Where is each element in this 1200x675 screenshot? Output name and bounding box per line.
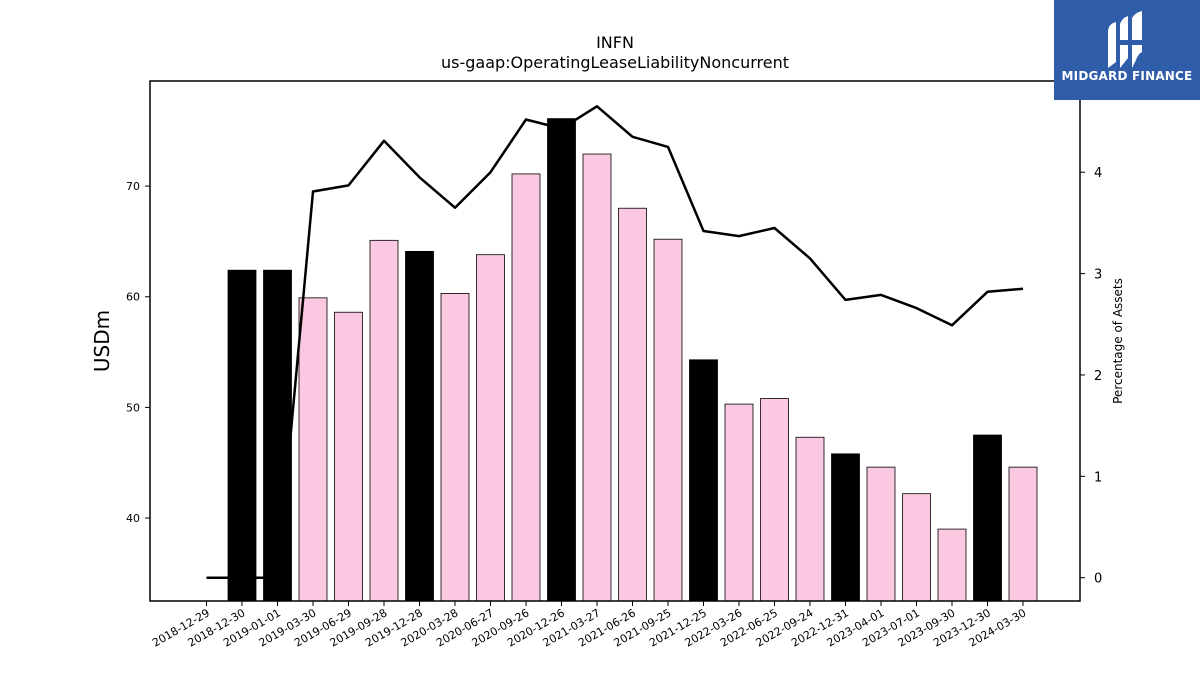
bar xyxy=(405,250,434,602)
bar xyxy=(653,238,683,602)
bar xyxy=(902,493,931,602)
y-tick-label: 70 xyxy=(126,180,140,193)
y-axis-left: 40 50 60 70 xyxy=(126,180,150,525)
bar xyxy=(334,311,363,602)
bar xyxy=(547,118,576,602)
bar xyxy=(227,269,257,602)
y2-tick-label: 2 xyxy=(1094,369,1102,384)
bars-group xyxy=(227,118,1038,602)
y2-tick-label: 4 xyxy=(1094,166,1102,181)
line-group xyxy=(206,105,1024,579)
bar xyxy=(369,239,399,602)
y2-tick-label: 1 xyxy=(1094,470,1102,485)
y-tick-label: 40 xyxy=(126,512,140,525)
bar xyxy=(440,293,470,602)
midgard-finance-logo: MIDGARD FINANCE xyxy=(1054,0,1200,100)
percentage-line xyxy=(206,105,1024,579)
bar xyxy=(263,269,292,602)
bar xyxy=(937,528,967,602)
bar xyxy=(831,453,860,602)
y2-tick-label: 3 xyxy=(1094,268,1102,283)
logo-text: MIDGARD FINANCE xyxy=(1061,69,1193,83)
y-tick-label: 50 xyxy=(126,401,140,414)
bar xyxy=(618,207,647,602)
bar xyxy=(724,403,754,602)
y-axis-label: USDm xyxy=(90,310,114,372)
bar xyxy=(689,359,718,602)
midgard-logo-icon xyxy=(1108,11,1142,68)
y2-axis-label: Percentage of Assets xyxy=(1111,278,1125,404)
bar xyxy=(582,153,612,602)
chart-title: INFN xyxy=(596,33,634,52)
plot-frame xyxy=(149,80,1081,602)
bar xyxy=(1008,466,1038,602)
bar xyxy=(973,434,1002,602)
y2-tick-label: 0 xyxy=(1094,572,1102,587)
y-tick-label: 60 xyxy=(126,291,140,304)
chart-subtitle: us-gaap:OperatingLeaseLiabilityNoncurren… xyxy=(441,53,789,72)
x-axis: 2018-12-292018-12-302019-01-012019-03-30… xyxy=(150,601,1029,650)
bar xyxy=(760,398,789,602)
bar xyxy=(511,173,541,602)
bar xyxy=(298,297,328,602)
bar xyxy=(866,466,896,602)
bar xyxy=(476,254,505,602)
bar xyxy=(795,436,825,602)
y-axis-right: 0 1 2 3 4 xyxy=(1080,166,1102,587)
